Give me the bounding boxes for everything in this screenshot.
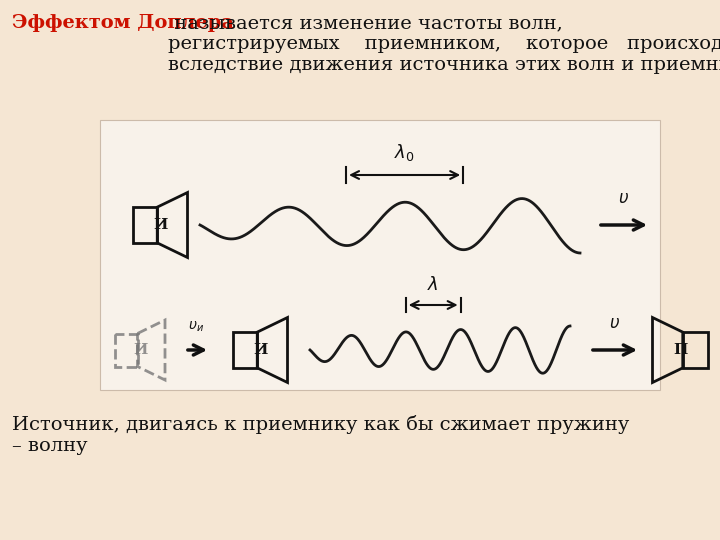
Text: называется изменение частоты волн,
регистрируемых    приемником,    которое   пр: называется изменение частоты волн, регис… [168, 14, 720, 73]
FancyBboxPatch shape [100, 120, 660, 390]
Text: Эффектом Доплера: Эффектом Доплера [12, 14, 234, 32]
Text: $\lambda$: $\lambda$ [428, 276, 439, 294]
Text: $\lambda_0$: $\lambda_0$ [395, 142, 415, 163]
Text: И: И [153, 218, 167, 232]
Text: $\upsilon$: $\upsilon$ [610, 314, 621, 332]
Text: $\upsilon_и$: $\upsilon_и$ [188, 320, 204, 334]
Text: $\upsilon$: $\upsilon$ [618, 189, 629, 207]
Text: Источник, двигаясь к приемнику как бы сжимает пружину
– волну: Источник, двигаясь к приемнику как бы сж… [12, 415, 629, 455]
Text: И: И [132, 343, 147, 357]
Text: И: И [253, 343, 267, 357]
Text: П: П [672, 343, 687, 357]
